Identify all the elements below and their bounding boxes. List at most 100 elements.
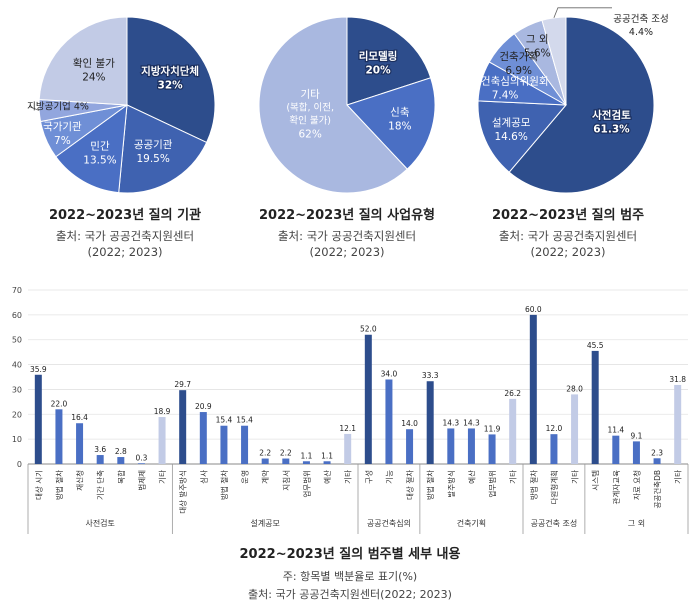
pie-title-institutions: 2022~2023년 질의 기관 xyxy=(49,207,201,223)
pie-slice-value: 19.5% xyxy=(136,153,169,165)
category-label: 예산 xyxy=(466,470,476,484)
bar xyxy=(323,461,331,464)
category-label: 대상 절차 xyxy=(405,470,415,500)
bar-value-label: 1.1 xyxy=(300,451,312,460)
bar-value-label: 45.5 xyxy=(587,341,604,350)
bar-value-label: 14.0 xyxy=(401,419,418,428)
bar-value-label: 3.6 xyxy=(94,445,106,454)
bar-value-label: 9.1 xyxy=(630,431,642,440)
bar-value-label: 12.1 xyxy=(339,424,356,433)
bar xyxy=(529,314,537,464)
pie-slice xyxy=(346,16,432,106)
category-label: 계약 xyxy=(260,470,270,484)
pie-slice-value: 61.3% xyxy=(593,124,630,136)
pie-slice-name: 사전검토 xyxy=(592,109,631,122)
bar xyxy=(447,428,455,464)
bar-chart-title: 2022~2023년 질의 범주별 세부 내용 xyxy=(240,546,461,562)
pie-chart-institutions: 지방자치단체 32% 공공기관 19.5% 민간 13.5% 국가기관 7% 확인 불가 24% 지… xyxy=(27,16,216,194)
y-tick-label: 60 xyxy=(12,311,22,320)
category-label: 기간 단축 xyxy=(95,470,105,500)
bar-value-label: 0.3 xyxy=(135,453,147,462)
bar-value-label: 26.2 xyxy=(504,389,521,398)
bar xyxy=(653,458,661,464)
pie-slice-value: 20% xyxy=(365,64,391,76)
bar xyxy=(364,334,372,464)
category-label: 시스템 xyxy=(590,470,600,491)
category-label: 방법 절차 xyxy=(54,470,64,500)
category-label: 기타 xyxy=(509,470,518,484)
bar-chart-source: 출처: 국가 공공건축지원센터(2022; 2023) xyxy=(248,588,452,601)
bar-value-label: 11.9 xyxy=(484,424,501,433)
category-label: 방법 절차 xyxy=(528,470,538,500)
group-label: 설계공모 xyxy=(250,518,279,528)
pie-source-project-types: 출처: 국가 공공건축지원센터 xyxy=(278,229,416,243)
bar xyxy=(488,434,496,464)
category-label: 운영 xyxy=(240,470,250,484)
group-label: 공공건축 조성 xyxy=(531,518,578,528)
leader-line xyxy=(29,106,40,111)
group-label: 그 외 xyxy=(628,518,645,528)
pie-slice-value: 62% xyxy=(299,129,322,141)
bar xyxy=(612,435,620,464)
bar-value-label: 22.0 xyxy=(51,399,68,408)
category-label: 기타 xyxy=(571,470,580,484)
bar xyxy=(261,458,269,464)
pie-slice xyxy=(38,16,128,106)
bar xyxy=(632,441,640,464)
category-label: 지침서 xyxy=(282,470,291,491)
bar xyxy=(426,381,434,464)
pie-slice-value: 24% xyxy=(82,72,105,84)
pie-slice-value: 6.9% xyxy=(505,65,532,77)
pie-slice-name-detail: (복합, 이전, xyxy=(286,103,334,114)
bar-value-label: 33.3 xyxy=(422,371,439,380)
bar xyxy=(76,423,84,464)
category-label: 심사 xyxy=(198,470,208,484)
category-label: 기능 xyxy=(385,470,394,484)
category-label: 발주방식 xyxy=(446,470,456,498)
pie-slice xyxy=(477,100,568,173)
y-tick-label: 10 xyxy=(12,435,22,444)
bar xyxy=(550,434,558,464)
bar-value-label: 14.3 xyxy=(463,418,480,427)
pie-slice-value: 7% xyxy=(54,135,71,147)
pie-slice-value: 18% xyxy=(388,121,411,133)
pie-source-year-project-types: (2022; 2023) xyxy=(309,245,384,259)
bar-value-label: 11.4 xyxy=(607,426,624,435)
pie-slice xyxy=(508,16,655,194)
category-label: 업무범위 xyxy=(301,470,311,498)
pie-slice-name: 민간 xyxy=(90,140,110,152)
y-tick-label: 30 xyxy=(12,385,22,394)
pie-source-categories: 출처: 국가 공공건축지원센터 xyxy=(499,229,637,243)
pie-source-institutions: 출처: 국가 공공건축지원센터 xyxy=(56,229,194,243)
category-label: 재신청 xyxy=(76,470,85,491)
category-label: 기타 xyxy=(344,470,353,484)
pie-slice-external-label: 지방공기업 4% xyxy=(27,101,89,113)
group-label: 공공건축심의 xyxy=(367,518,411,528)
pie-slice-name: 기타 xyxy=(301,89,321,101)
pie-title-project-types: 2022~2023년 질의 사업유형 xyxy=(259,207,435,223)
category-label: 업무범위 xyxy=(487,470,497,498)
category-label: 자료 요청 xyxy=(632,470,641,500)
category-label: 대상 발주방식 xyxy=(178,470,188,514)
pie-slice-name: 확인 불가 xyxy=(73,57,115,70)
y-tick-label: 40 xyxy=(12,361,22,370)
bar xyxy=(34,374,42,464)
pie-source-year-categories: (2022; 2023) xyxy=(530,245,605,259)
pie-slice-name: 건축기획 xyxy=(499,51,538,63)
pie-slice-name: 국가기관 xyxy=(43,121,82,133)
bar xyxy=(179,390,187,464)
category-label: 기타 xyxy=(158,470,167,484)
bar-value-label: 2.8 xyxy=(115,447,127,456)
pie-slice-value: 13.5% xyxy=(83,154,116,166)
bar-value-label: 15.4 xyxy=(216,416,233,425)
bar-chart-category-details: 0 10 20 30 40 50 60 70 35.9 대상 시기 22.0 방법 절차 16.4 재신청… xyxy=(12,286,689,534)
category-label: 기타 xyxy=(674,470,683,484)
pie-slice-name: 공공기관 xyxy=(134,139,173,151)
pie-slice-name: 지방자치단체 xyxy=(141,65,199,78)
bar-value-label: 35.9 xyxy=(30,365,47,374)
bar xyxy=(591,350,599,464)
bar-value-label: 14.3 xyxy=(442,418,459,427)
pie-slice xyxy=(258,16,408,194)
category-label: 법제제 xyxy=(136,470,146,491)
